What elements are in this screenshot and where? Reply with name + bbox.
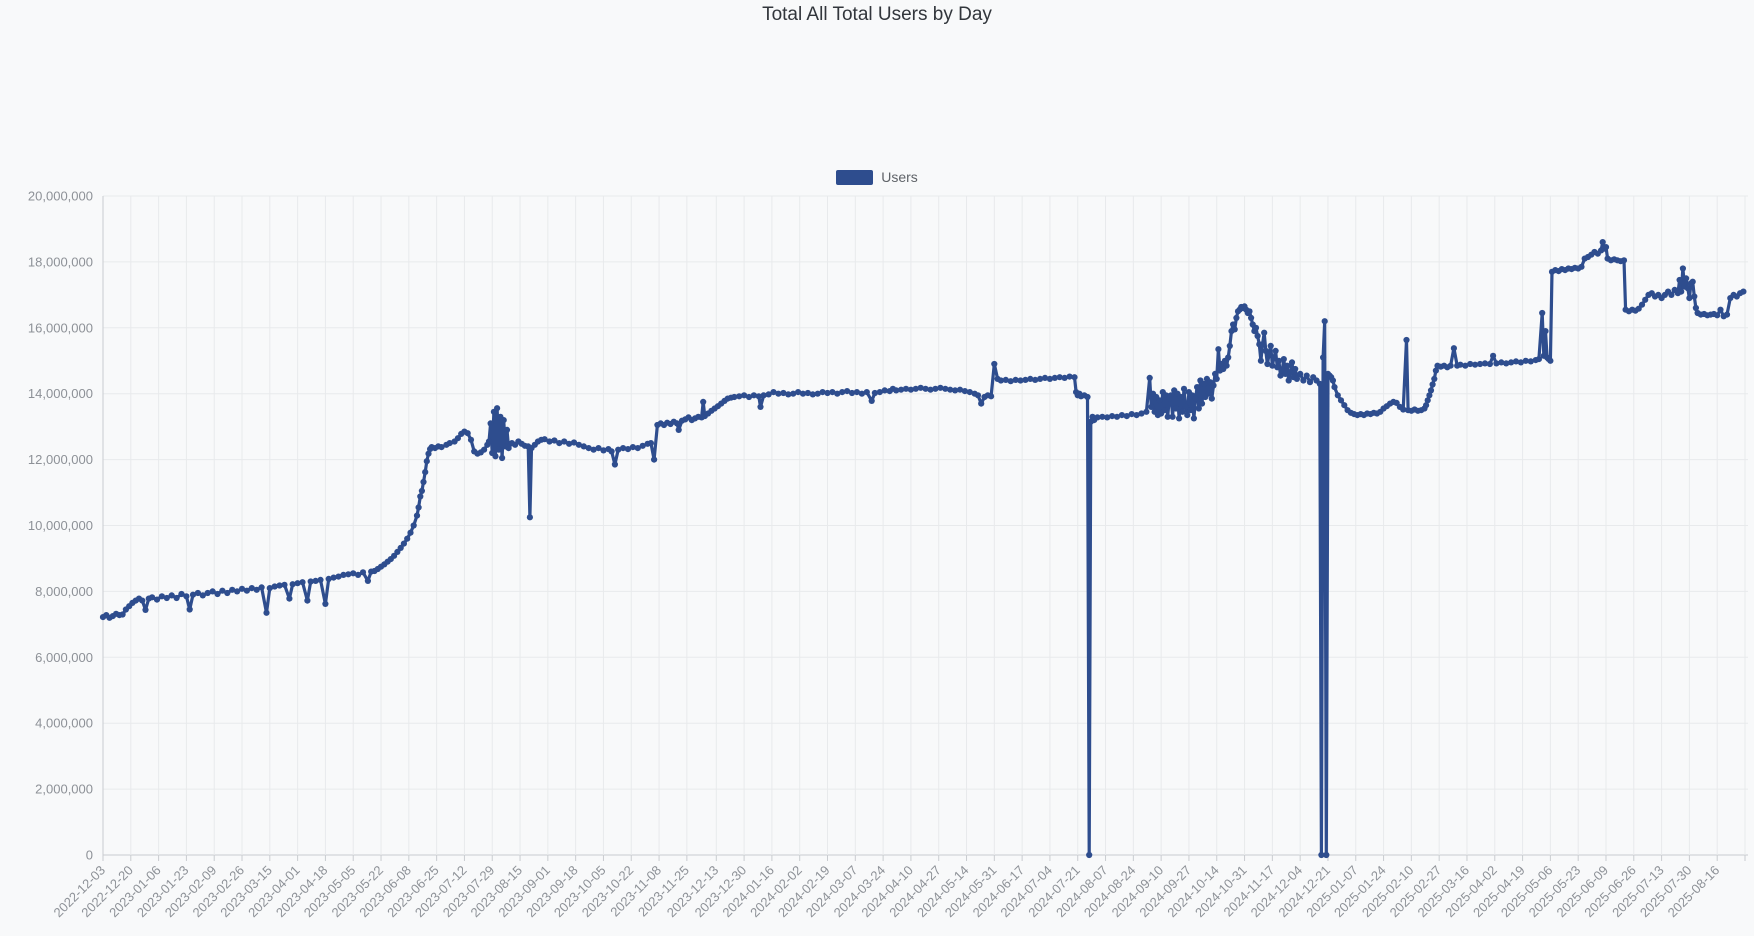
legend[interactable]: Users xyxy=(0,169,1754,185)
vertical-gridlines xyxy=(102,196,1746,861)
svg-text:2,000,000: 2,000,000 xyxy=(35,782,93,797)
svg-text:12,000,000: 12,000,000 xyxy=(28,452,93,467)
svg-text:18,000,000: 18,000,000 xyxy=(28,254,93,269)
svg-text:0: 0 xyxy=(86,848,93,863)
legend-swatch-users[interactable] xyxy=(836,169,874,185)
users-series-points xyxy=(99,239,1747,859)
x-axis-labels: 2022-12-032022-12-202023-01-062023-01-23… xyxy=(50,863,1722,921)
users-series-line xyxy=(101,240,1746,857)
svg-text:16,000,000: 16,000,000 xyxy=(28,320,93,335)
chart-title: Total All Total Users by Day xyxy=(762,4,992,25)
horizontal-gridlines xyxy=(103,195,1748,856)
svg-text:6,000,000: 6,000,000 xyxy=(35,650,93,665)
legend-label-users[interactable]: Users xyxy=(881,169,918,185)
svg-text:20,000,000: 20,000,000 xyxy=(28,189,93,204)
svg-text:14,000,000: 14,000,000 xyxy=(28,386,93,401)
svg-text:4,000,000: 4,000,000 xyxy=(35,716,93,731)
svg-text:10,000,000: 10,000,000 xyxy=(28,518,93,533)
y-axis-labels: 0 2,000,000 4,000,000 6,000,000 8,000,000 10,… xyxy=(28,189,93,863)
svg-text:8,000,000: 8,000,000 xyxy=(35,584,93,599)
